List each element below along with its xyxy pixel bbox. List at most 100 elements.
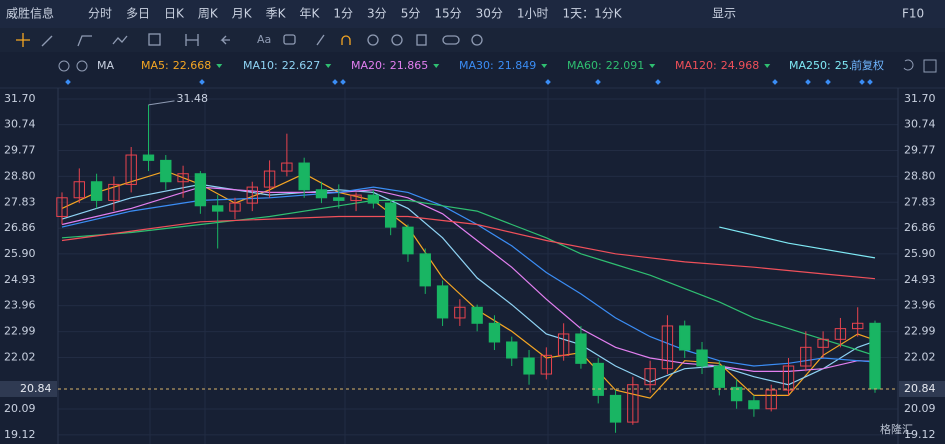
y-tick-label: 28.80: [4, 169, 36, 182]
tab[interactable]: 1天：1分K: [563, 7, 623, 21]
candle-body: [852, 322, 864, 330]
candle-body: [56, 197, 68, 217]
legend-value: 22.668: [173, 59, 212, 72]
drawing-tools: [16, 33, 483, 47]
f10-button[interactable]: F10: [902, 7, 924, 21]
note-tool[interactable]: [283, 34, 296, 45]
y-tick-label: 27.83: [4, 195, 36, 208]
candle-body: [211, 205, 224, 212]
y-tick-label: 23.96: [4, 299, 36, 312]
candle-body: [540, 354, 553, 375]
event-marker: [805, 79, 811, 85]
candle-body: [834, 328, 847, 340]
y-tick-label: 24.93: [4, 273, 36, 286]
y-tick-label-right: 25.90: [904, 247, 936, 260]
candle-body: [575, 333, 587, 364]
candle-body: [817, 338, 829, 348]
hide-tool[interactable]: [391, 34, 403, 46]
legend-value: 24.968: [721, 59, 760, 72]
tab[interactable]: 年K: [300, 7, 321, 21]
candle-body: [713, 365, 726, 388]
tab[interactable]: 周K: [198, 7, 219, 21]
magnet-tool[interactable]: [341, 35, 351, 45]
fib-tool[interactable]: [148, 33, 161, 46]
candle-body: [246, 186, 258, 204]
y-tick-label-right: 23.96: [904, 299, 936, 312]
settings-tool[interactable]: [471, 34, 483, 46]
eye-icon[interactable]: [76, 60, 88, 72]
candle-body: [315, 189, 328, 199]
display-menu[interactable]: 显示: [712, 7, 736, 21]
candle-body: [592, 362, 604, 396]
crosshair-icon[interactable]: [16, 33, 30, 47]
channel-tool[interactable]: [77, 35, 92, 47]
toggle-tool[interactable]: [442, 35, 460, 45]
event-marker: [772, 79, 778, 85]
text-tool[interactable]: Aa: [257, 33, 271, 46]
legend-name: MA10:: [243, 59, 278, 72]
candle-body: [609, 394, 622, 423]
plot: 31.70 31.70 30.74 30.74 29.77 29.77 28.80 28.80…: [0, 79, 945, 444]
candle-body: [73, 181, 85, 199]
max-leader: [148, 100, 175, 106]
tab[interactable]: 季K: [266, 7, 287, 21]
legend-value: 21.865: [390, 59, 429, 72]
y-tick-label: 25.90: [4, 247, 36, 260]
delete-tool[interactable]: [416, 34, 427, 46]
adjust-mode[interactable]: 前复权: [851, 58, 884, 72]
y-tick-label: 22.02: [4, 350, 36, 363]
tab[interactable]: 30分: [476, 7, 503, 21]
candle-body: [748, 400, 760, 410]
tab[interactable]: 15分: [434, 7, 461, 21]
tab[interactable]: 多日: [126, 7, 150, 21]
wave-tool[interactable]: [112, 35, 128, 45]
candle-body: [229, 202, 241, 212]
candle-body: [194, 173, 207, 207]
candle-body: [661, 325, 674, 370]
candle-body: [696, 349, 708, 367]
candle-body: [402, 226, 414, 255]
y-tick-label-right: 20.09: [904, 402, 936, 415]
candle-body: [627, 384, 639, 423]
lock-tool[interactable]: [367, 34, 379, 46]
legend-value: 21.849: [498, 59, 537, 72]
current-price-label-right: 20.84: [904, 382, 936, 395]
tab[interactable]: 5分: [401, 7, 421, 21]
event-marker: [65, 79, 71, 85]
candle-body: [367, 194, 380, 204]
y-tick-label: 26.86: [4, 221, 36, 234]
legend-name: MA250:: [789, 59, 831, 72]
tab[interactable]: 1分: [333, 7, 353, 21]
tab[interactable]: 月K: [232, 7, 253, 21]
layout-icon[interactable]: [923, 59, 937, 73]
candle-body: [523, 357, 535, 375]
candle-body: [869, 322, 881, 390]
reset-icon[interactable]: [903, 59, 914, 71]
candle-body: [350, 194, 362, 201]
arrow-tool[interactable]: [220, 35, 230, 45]
y-tick-label: 31.70: [4, 92, 36, 105]
line-tool[interactable]: [41, 35, 53, 47]
candle-body: [454, 306, 466, 319]
event-marker: [340, 79, 346, 85]
legend-name: MA60:: [567, 59, 602, 72]
ma-line: [61, 199, 876, 357]
y-tick-label-right: 31.70: [904, 92, 936, 105]
tab[interactable]: 日K: [164, 7, 185, 21]
y-tick-label: 19.12: [4, 428, 36, 441]
price-tag: [899, 380, 945, 397]
stock-name[interactable]: 威胜信息: [6, 6, 54, 21]
y-tick-label-right: 29.77: [904, 143, 936, 156]
legend-arrow: [541, 64, 548, 68]
legend-name: MA20:: [351, 59, 386, 72]
candle-body: [506, 341, 518, 359]
pen-tool[interactable]: [316, 34, 325, 46]
tab[interactable]: 分时: [88, 7, 112, 21]
legend-name: MA120:: [675, 59, 717, 72]
candle-body: [333, 197, 345, 201]
settings-icon[interactable]: [58, 60, 70, 72]
y-tick-label: 30.74: [4, 118, 36, 131]
measure-tool[interactable]: [185, 34, 199, 46]
tab[interactable]: 3分: [367, 7, 387, 21]
tab[interactable]: 1小时: [517, 7, 549, 21]
